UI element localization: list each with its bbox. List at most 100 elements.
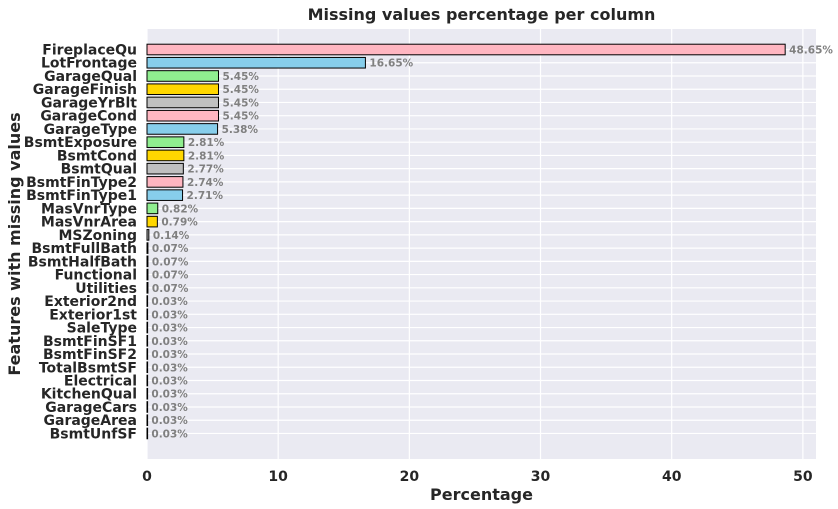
category-label: GarageCars (45, 400, 137, 416)
category-label: MSZoning (58, 228, 137, 244)
category-label: BsmtExposure (24, 135, 137, 151)
bar-exterior1st (146, 308, 149, 321)
x-tick-labels: 0 10 20 30 40 50 (142, 469, 813, 485)
data-label-masvnrarea: 0.79% (161, 217, 198, 229)
data-label-fireplacequ: 48.65% (789, 45, 833, 57)
category-label: BsmtFinType1 (26, 188, 137, 204)
data-label-exterior1st: 0.03% (151, 309, 188, 321)
bar-bsmtcond (146, 149, 185, 162)
data-label-garagefinish: 5.45% (222, 84, 259, 96)
data-label-totalbsmtsf: 0.03% (151, 362, 188, 374)
data-label-bsmtqual: 2.77% (187, 164, 224, 176)
category-label: TotalBsmtSF (39, 360, 137, 376)
category-label: Exterior1st (49, 307, 137, 323)
bar-bsmtqual (146, 162, 184, 175)
data-label-functional: 0.07% (152, 270, 189, 282)
category-labels: FireplaceQuLotFrontageGarageQualGarageFi… (24, 43, 138, 443)
category-label: LotFrontage (41, 56, 137, 72)
data-label-garageyrblt: 5.45% (222, 97, 259, 109)
category-label: FireplaceQu (42, 43, 137, 59)
bar-exterior2nd (146, 295, 149, 307)
bar-saletype (146, 321, 149, 334)
bar-garagecond (146, 109, 219, 122)
bar-fireplacequ (146, 43, 786, 56)
category-label: BsmtFinSF1 (43, 334, 137, 350)
data-label-bsmtfinsf1: 0.03% (151, 336, 188, 348)
category-label: BsmtUnfSF (50, 426, 137, 442)
bar-garagetype (146, 123, 219, 135)
x-axis-label: Percentage (430, 485, 533, 504)
category-label: GarageFinish (33, 82, 137, 98)
data-label-masvnrtype: 0.82% (162, 203, 199, 215)
x-tick-label: 10 (268, 469, 288, 485)
bar-garagefinish (146, 83, 219, 96)
x-tick-label: 20 (400, 469, 420, 485)
bar-bsmtfinsf1 (146, 334, 149, 347)
bar-bsmtfullbath (146, 242, 149, 254)
category-label: BsmtHalfBath (28, 254, 137, 270)
data-label-garagetype: 5.38% (222, 124, 259, 136)
category-label: BsmtCond (57, 148, 137, 164)
category-label: Electrical (64, 374, 137, 390)
category-label: GarageYrBlt (41, 95, 137, 111)
data-label-garagearea: 0.03% (151, 415, 188, 427)
x-tick-label: 0 (142, 469, 152, 485)
plot-area (147, 29, 816, 459)
category-label: BsmtFinSF2 (43, 347, 137, 363)
data-label-bsmtfinsf2: 0.03% (151, 349, 188, 361)
data-label-bsmtfintype1: 2.71% (187, 190, 224, 202)
x-tick-label: 30 (531, 469, 551, 485)
category-label: GarageArea (44, 413, 138, 429)
bar-garagecars (146, 401, 149, 413)
data-label-saletype: 0.03% (151, 323, 188, 335)
grid-lines (146, 29, 816, 459)
bar-totalbsmtsf (146, 361, 149, 374)
bar-garageyrblt (146, 96, 219, 109)
data-label-lotfrontage: 16.65% (369, 58, 413, 70)
chart-title: Missing values percentage per column (308, 5, 656, 24)
bar-utilities (146, 282, 149, 294)
data-label-bsmtcond: 2.81% (188, 150, 225, 162)
bar-functional (146, 268, 149, 281)
bar-garagequal (146, 70, 219, 82)
data-label-mszoning: 0.14% (153, 230, 190, 242)
data-label-bsmtfintype2: 2.74% (187, 177, 224, 189)
bar-bsmtfinsf2 (146, 348, 149, 360)
data-label-bsmthalfbath: 0.07% (152, 256, 189, 268)
bar-lotfrontage (146, 56, 366, 69)
data-label-bsmtunfsf: 0.03% (151, 428, 188, 440)
bars (146, 43, 786, 440)
bar-masvnrarea (146, 215, 158, 228)
data-label-electrical: 0.03% (151, 376, 188, 388)
category-label: GarageType (44, 122, 137, 138)
bar-bsmtexposure (146, 136, 185, 148)
category-label: Functional (55, 268, 137, 284)
bar-bsmtunfsf (146, 427, 149, 440)
category-label: KitchenQual (41, 387, 137, 403)
bar-mszoning (146, 229, 150, 241)
category-label: MasVnrType (41, 201, 137, 217)
data-label-bsmtfullbath: 0.07% (152, 243, 189, 255)
bar-bsmthalfbath (146, 255, 149, 268)
category-label: GarageQual (44, 69, 137, 85)
category-label: SaleType (67, 321, 137, 337)
bar-kitchenqual (146, 387, 149, 400)
y-axis-label: Features with missing values (5, 112, 24, 375)
data-label-kitchenqual: 0.03% (151, 389, 188, 401)
data-labels: 48.65%16.65%5.45%5.45%5.45%5.45%5.38%2.8… (151, 45, 833, 441)
bar-masvnrtype (146, 202, 159, 215)
bar-electrical (146, 374, 149, 387)
category-label: Utilities (75, 281, 137, 297)
category-label: MasVnrArea (41, 215, 137, 231)
x-tick-label: 50 (793, 469, 813, 485)
data-label-utilities: 0.07% (152, 283, 189, 295)
bar-garagearea (146, 414, 149, 427)
data-label-exterior2nd: 0.03% (151, 296, 188, 308)
category-label: Exterior2nd (44, 294, 137, 310)
category-label: GarageCond (40, 109, 137, 125)
bar-bsmtfintype1 (146, 189, 184, 201)
data-label-bsmtexposure: 2.81% (188, 137, 225, 149)
bar-bsmtfintype2 (146, 176, 184, 188)
category-label: BsmtFullBath (32, 241, 138, 257)
